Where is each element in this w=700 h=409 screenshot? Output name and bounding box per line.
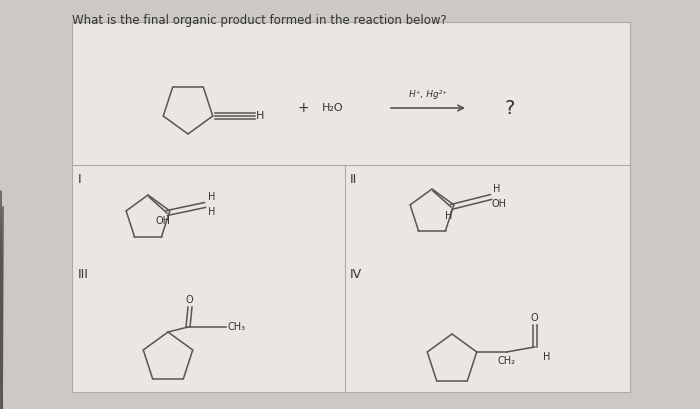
Text: H₂O: H₂O bbox=[322, 103, 344, 113]
Text: OH: OH bbox=[155, 216, 171, 226]
Bar bbox=[72, 22, 630, 392]
Text: II: II bbox=[350, 173, 357, 186]
Text: I: I bbox=[78, 173, 82, 186]
Text: +: + bbox=[298, 101, 309, 115]
Text: What is the final organic product formed in the reaction below?: What is the final organic product formed… bbox=[72, 14, 447, 27]
Text: H: H bbox=[493, 184, 500, 194]
Text: CH₃: CH₃ bbox=[227, 322, 245, 332]
Text: H: H bbox=[542, 352, 550, 362]
Text: IV: IV bbox=[350, 268, 362, 281]
Text: H: H bbox=[208, 207, 216, 217]
Text: H: H bbox=[208, 192, 216, 202]
Text: ?: ? bbox=[505, 99, 515, 117]
Text: OH: OH bbox=[492, 199, 507, 209]
Text: H: H bbox=[256, 111, 264, 121]
Text: CH₂: CH₂ bbox=[498, 356, 516, 366]
Text: O: O bbox=[186, 295, 192, 305]
Text: H: H bbox=[445, 211, 453, 221]
Text: O: O bbox=[531, 313, 538, 323]
Text: III: III bbox=[78, 268, 89, 281]
Text: H⁺, Hg²⁺: H⁺, Hg²⁺ bbox=[409, 90, 447, 99]
